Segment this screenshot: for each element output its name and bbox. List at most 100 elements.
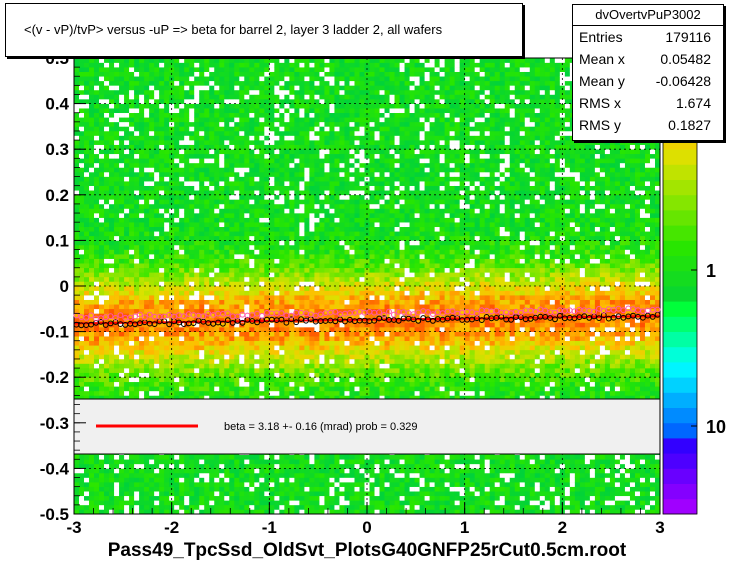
heatmap-cell xyxy=(299,213,305,218)
heatmap-cell xyxy=(134,208,140,214)
heatmap-cell xyxy=(194,377,200,383)
heatmap-cell xyxy=(134,463,140,469)
heatmap-cell xyxy=(139,217,145,223)
heatmap-cell xyxy=(194,222,200,228)
heatmap-cell xyxy=(104,477,110,483)
heatmap-cell xyxy=(99,176,105,182)
heatmap-cell xyxy=(154,85,160,91)
heatmap-cell xyxy=(249,117,255,123)
heatmap-cell xyxy=(114,126,120,132)
heatmap-cell xyxy=(319,395,325,401)
heatmap-cell xyxy=(224,99,230,104)
heatmap-cell xyxy=(259,281,265,287)
heatmap-cell xyxy=(309,249,315,255)
heatmap-cell xyxy=(94,121,100,127)
heatmap-cell xyxy=(104,167,110,173)
heatmap-cell xyxy=(209,135,215,141)
heatmap-cell xyxy=(189,281,195,287)
heatmap-cell xyxy=(319,472,325,478)
heatmap-cell xyxy=(174,390,180,396)
heatmap-cell xyxy=(224,67,230,72)
heatmap-cell xyxy=(259,208,265,214)
heatmap-cell xyxy=(94,208,100,214)
heatmap-cell xyxy=(244,295,250,300)
heatmap-cell xyxy=(264,468,270,474)
heatmap-cell xyxy=(99,272,105,278)
heatmap-cell xyxy=(189,386,195,392)
heatmap-cell xyxy=(254,254,260,259)
heatmap-cell xyxy=(144,472,150,478)
heatmap-cell xyxy=(134,167,140,173)
heatmap-cell xyxy=(259,126,265,132)
heatmap-cell xyxy=(164,194,170,200)
heatmap-cell xyxy=(139,108,145,114)
heatmap-cell xyxy=(244,117,250,123)
heatmap-cell xyxy=(154,94,160,100)
heatmap-cell xyxy=(159,162,165,168)
heatmap-cell xyxy=(234,80,240,86)
heatmap-cell xyxy=(179,108,185,114)
heatmap-cell xyxy=(134,194,140,200)
heatmap-cell xyxy=(254,381,260,387)
heatmap-cell xyxy=(259,117,265,123)
heatmap-cell xyxy=(294,126,300,132)
heatmap-cell xyxy=(184,217,190,223)
heatmap-cell xyxy=(239,299,245,305)
heatmap-cell xyxy=(314,244,320,250)
heatmap-cell xyxy=(79,304,85,310)
heatmap-cell xyxy=(214,208,220,214)
heatmap-cell xyxy=(149,290,155,296)
heatmap-cell xyxy=(314,258,320,264)
heatmap-cell xyxy=(189,149,195,155)
heatmap-cell xyxy=(84,181,90,186)
heatmap-cell xyxy=(249,185,255,191)
heatmap-cell xyxy=(244,176,250,182)
heatmap-cell xyxy=(109,190,115,196)
heatmap-cell xyxy=(289,80,295,86)
heatmap-cell xyxy=(179,235,185,241)
heatmap-cell xyxy=(94,217,100,223)
heatmap-cell xyxy=(124,185,130,191)
heatmap-cell xyxy=(144,390,150,396)
heatmap-cell xyxy=(104,345,110,351)
heatmap-cell xyxy=(234,144,240,150)
heatmap-cell xyxy=(89,509,95,515)
heatmap-cell xyxy=(184,258,190,264)
heatmap-cell xyxy=(174,149,180,155)
heatmap-cell xyxy=(244,103,250,109)
heatmap-cell xyxy=(199,190,205,196)
heatmap-cell xyxy=(199,203,205,209)
heatmap-cell xyxy=(219,172,225,177)
heatmap-cell xyxy=(94,103,100,109)
heatmap-cell xyxy=(114,295,120,300)
heatmap-cell xyxy=(189,172,195,177)
heatmap-cell xyxy=(264,395,270,401)
heatmap-cell xyxy=(239,226,245,232)
heatmap-cell xyxy=(159,459,165,465)
heatmap-cell xyxy=(259,295,265,300)
heatmap-cell xyxy=(89,121,95,127)
heatmap-cell xyxy=(219,263,225,269)
heatmap-cell xyxy=(144,144,150,150)
heatmap-cell xyxy=(209,162,215,168)
heatmap-cell xyxy=(124,349,130,355)
heatmap-cell xyxy=(194,226,200,232)
heatmap-cell xyxy=(164,276,170,282)
heatmap-cell xyxy=(119,162,125,168)
heatmap-cell xyxy=(284,80,290,86)
heatmap-cell xyxy=(224,167,230,173)
heatmap-cell xyxy=(244,190,250,196)
heatmap-cell xyxy=(279,117,285,123)
heatmap-cell xyxy=(309,381,315,387)
heatmap-cell xyxy=(74,149,80,155)
heatmap-cell xyxy=(174,117,180,123)
heatmap-cell xyxy=(294,363,300,369)
heatmap-cell xyxy=(234,295,240,300)
heatmap-cell xyxy=(84,322,90,328)
heatmap-cell xyxy=(114,153,120,159)
heatmap-cell xyxy=(314,185,320,191)
heatmap-cell xyxy=(314,509,320,515)
heatmap-cell xyxy=(134,281,140,287)
heatmap-cell xyxy=(234,181,240,186)
heatmap-cell xyxy=(314,231,320,237)
